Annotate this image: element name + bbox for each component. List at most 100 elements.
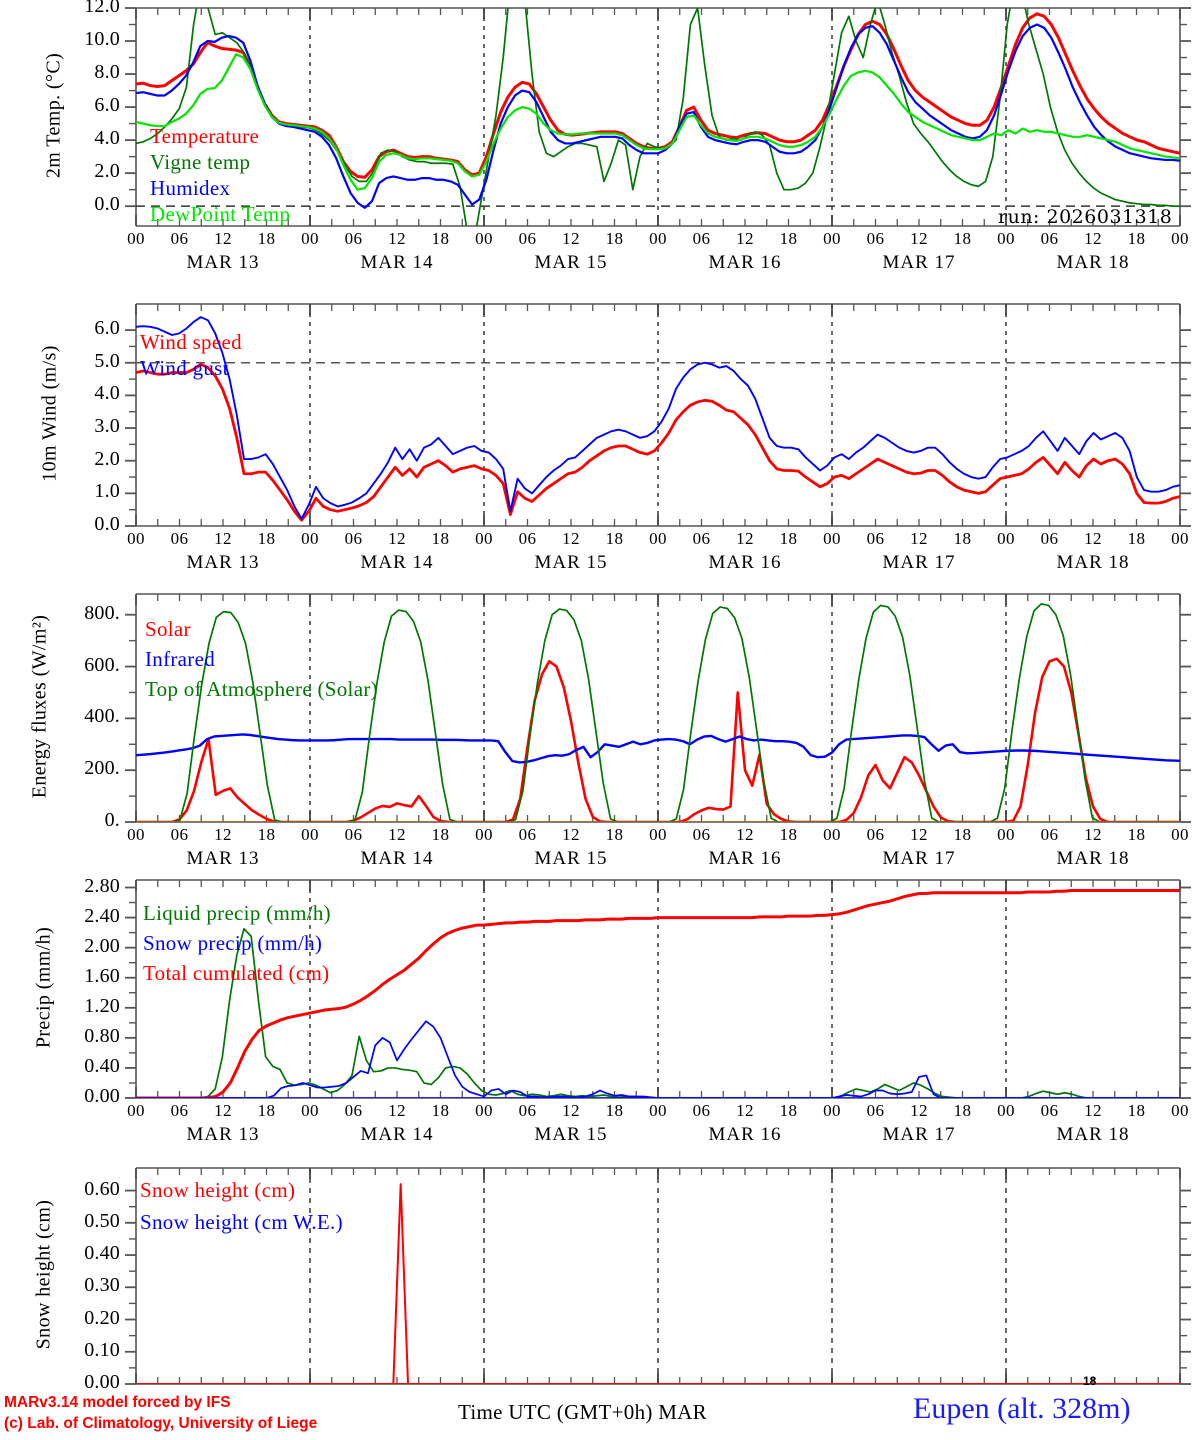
x-tick-label: 00 — [997, 825, 1015, 844]
x-tick-label: 00 — [997, 1101, 1015, 1120]
x-tick-label: 00 — [301, 529, 319, 548]
x-tick-label: 00 — [127, 825, 145, 844]
y-tick-label: 400. — [84, 705, 120, 728]
y-tick-label: 0.50 — [84, 1209, 120, 1232]
x-tick-label: 12 — [388, 229, 406, 248]
x-tick-label: 06 — [344, 529, 363, 548]
y-tick-label: 0.20 — [84, 1306, 120, 1329]
x-tick-label: 00 — [649, 529, 667, 548]
x-day-label: MAR 14 — [360, 848, 434, 869]
x-tick-label: 12 — [562, 1101, 580, 1120]
x-tick-label: 12 — [562, 825, 580, 844]
x-tick-label: 18 — [1127, 1101, 1146, 1120]
x-tick-label: 18 — [1127, 229, 1146, 248]
y-tick-label: 2.0 — [94, 447, 120, 470]
x-tick-label: 00 — [475, 825, 493, 844]
x-day-label: MAR 17 — [882, 552, 956, 573]
x-tick-label: 12 — [736, 825, 754, 844]
x-tick-label: 12 — [736, 529, 754, 548]
x-tick-label: 00 — [1171, 229, 1189, 248]
y-tick-label: 600. — [84, 653, 120, 676]
x-tick-label: 18 — [953, 229, 972, 248]
y-tick-label: 0.30 — [84, 1274, 120, 1297]
x-tick-label: 00 — [823, 229, 841, 248]
x-tick-label: 06 — [692, 229, 711, 248]
x-tick-label: 18 — [431, 229, 450, 248]
x-tick-label: 06 — [518, 825, 537, 844]
legend-entry-temperature-0: Temperature — [150, 124, 260, 148]
x-tick-label: 06 — [866, 1101, 885, 1120]
x-tick-label: 18 — [431, 1101, 450, 1120]
x-day-label: MAR 14 — [360, 1124, 434, 1145]
x-tick-label: 00 — [127, 529, 145, 548]
x-tick-label: 06 — [170, 229, 189, 248]
footer-lab-line: (c) Lab. of Climatology, University of L… — [4, 1415, 318, 1432]
x-tick-label: 06 — [518, 529, 537, 548]
series-line-wind-speed — [136, 362, 1180, 522]
series-line-snow-precip-mm-h — [136, 1020, 1180, 1098]
x-tick-label: 00 — [649, 1101, 667, 1120]
x-tick-label: 18 — [605, 1101, 624, 1120]
x-tick-label: 06 — [692, 529, 711, 548]
legend-entry-precip-2: Total cumulated (cm) — [143, 961, 330, 985]
x-tick-label: 00 — [1171, 529, 1189, 548]
legend-entry-energy_fluxes-2: Top of Atmosphere (Solar) — [145, 677, 378, 701]
x-day-label: MAR 15 — [534, 552, 608, 573]
x-day-label: MAR 15 — [534, 1124, 608, 1145]
x-tick-label: 12 — [214, 229, 232, 248]
legend-entry-snow_height-1: Snow height (cm W.E.) — [140, 1210, 343, 1234]
x-tick-label: 18 — [605, 229, 624, 248]
y-tick-label: 2.80 — [84, 874, 120, 897]
legend-entry-temperature-2: Humidex — [150, 176, 231, 200]
series-line-dewpoint-temp — [136, 53, 1180, 191]
series-line-vigne-temp — [136, 8, 1180, 226]
x-tick-label: 00 — [301, 1101, 319, 1120]
y-tick-label: 0. — [104, 809, 120, 831]
x-day-label: MAR 16 — [708, 848, 782, 869]
x-tick-label: 06 — [1040, 529, 1059, 548]
x-day-label: MAR 18 — [1056, 848, 1130, 869]
x-day-label: MAR 16 — [708, 252, 782, 273]
x-day-label: MAR 14 — [360, 252, 434, 273]
x-tick-label: 06 — [692, 1101, 711, 1120]
x-tick-label: 12 — [388, 1101, 406, 1120]
x-tick-label: 00 — [649, 229, 667, 248]
y-tick-label: 0.60 — [84, 1177, 120, 1200]
x-day-label: MAR 13 — [186, 252, 260, 273]
x-tick-label: 06 — [344, 1101, 363, 1120]
y-tick-label: 0.40 — [84, 1054, 120, 1077]
y-tick-label: 2.00 — [84, 934, 120, 957]
x-tick-label: 12 — [388, 825, 406, 844]
x-tick-label: 00 — [301, 825, 319, 844]
x-tick-label: 18 — [1127, 825, 1146, 844]
x-tick-label: 00 — [997, 529, 1015, 548]
x-tick-label: 18 — [1127, 529, 1146, 548]
legend-entry-snow_height-0: Snow height (cm) — [140, 1178, 296, 1202]
y-tick-label: 0.0 — [94, 513, 120, 535]
legend-entry-precip-1: Snow precip (mm/h) — [143, 931, 323, 955]
x-day-label: MAR 13 — [186, 848, 260, 869]
x-tick-label: 06 — [692, 825, 711, 844]
footer-model-line: MARv3.14 model forced by IFS — [4, 1394, 231, 1411]
x-tick-label: 06 — [170, 825, 189, 844]
x-tick-label: 00 — [997, 229, 1015, 248]
y-tick-label: 0.00 — [84, 1371, 120, 1393]
y-tick-label: 2.40 — [84, 904, 120, 927]
x-tick-label: 12 — [562, 529, 580, 548]
x-tick-label: 06 — [170, 529, 189, 548]
x-tick-label: 06 — [866, 229, 885, 248]
x-day-label: MAR 16 — [708, 1124, 782, 1145]
x-day-label: MAR 17 — [882, 252, 956, 273]
x-tick-label: 18 — [779, 825, 798, 844]
x-tick-label: 12 — [1084, 229, 1102, 248]
x-day-label: MAR 16 — [708, 552, 782, 573]
series-line-wind-gust — [136, 316, 1180, 520]
y-tick-label: 1.60 — [84, 964, 120, 987]
x-day-label: MAR 17 — [882, 848, 956, 869]
x-tick-label: 18 — [257, 825, 276, 844]
y-tick-label: 200. — [84, 757, 120, 780]
x-tick-label: 18 — [431, 529, 450, 548]
y-tick-label: 0.40 — [84, 1242, 120, 1265]
x-tick-label: 06 — [1040, 1101, 1059, 1120]
